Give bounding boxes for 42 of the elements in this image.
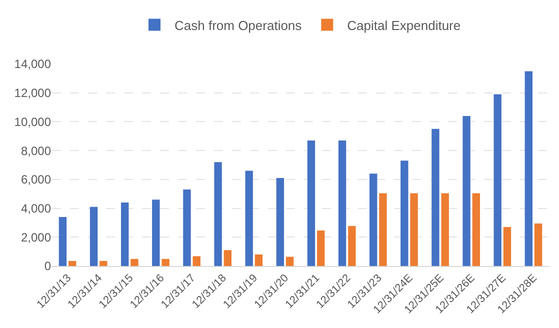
bar	[214, 162, 222, 266]
bar	[183, 190, 191, 266]
y-tick-label: 12,000	[14, 86, 52, 100]
bar	[130, 258, 138, 266]
legend-label: Capital Expenditure	[347, 18, 461, 33]
bar	[524, 71, 533, 266]
y-tick-label: 8,000	[20, 144, 52, 158]
bar	[472, 193, 480, 266]
bar	[338, 140, 346, 266]
bar	[58, 216, 67, 266]
bar	[494, 94, 502, 266]
bar	[379, 193, 387, 266]
bar	[410, 193, 418, 266]
y-tick-label: 6,000	[20, 172, 52, 187]
bar	[68, 260, 76, 266]
bar	[316, 230, 325, 266]
bar	[276, 178, 284, 266]
bar	[503, 227, 512, 266]
y-tick-label: 2,000	[20, 230, 52, 244]
bar	[254, 254, 263, 266]
legend-label: Cash from Operations	[174, 18, 302, 33]
bar	[245, 170, 253, 266]
bar	[348, 226, 356, 266]
bar	[400, 160, 408, 266]
bar	[100, 260, 108, 266]
y-tick-label: 10,000	[14, 114, 52, 129]
y-tick-label: 0	[44, 259, 52, 274]
bar	[369, 174, 378, 266]
bar	[307, 140, 316, 266]
bar	[441, 193, 449, 266]
y-tick-label: 14,000	[14, 57, 52, 72]
bar	[286, 256, 294, 266]
bar	[462, 116, 470, 266]
bar	[162, 258, 170, 266]
bar	[224, 250, 232, 266]
bar	[534, 223, 542, 266]
bar	[90, 206, 98, 266]
bar	[192, 256, 200, 266]
bar	[432, 128, 440, 266]
y-tick-label: 4,000	[20, 201, 52, 216]
bar	[120, 202, 129, 266]
bar	[152, 200, 160, 266]
